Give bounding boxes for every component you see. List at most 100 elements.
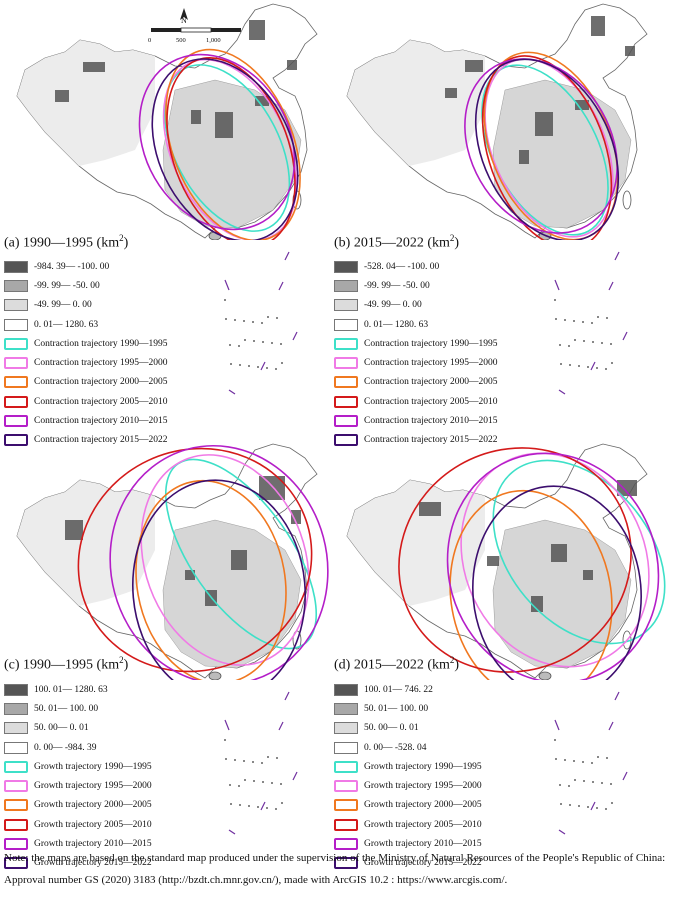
island-dot xyxy=(253,780,255,782)
legend-trajectory-label: Growth trajectory 1990—1995 xyxy=(34,761,152,772)
map-legend: 100. 01— 1280. 63 50. 01— 100. 00 50. 00— … xyxy=(4,680,152,873)
trajectory-ellipse-2 xyxy=(140,454,310,666)
legend-trajectory-row: Growth trajectory 2015—2022 xyxy=(4,854,152,873)
legend-trajectory-swatch xyxy=(4,434,28,447)
scale-tick-1000: 1,000 xyxy=(206,37,221,44)
island-dot xyxy=(573,320,575,322)
legend-trajectory-label: Contraction trajectory 2010—2015 xyxy=(34,416,168,427)
north-label: N xyxy=(181,16,187,25)
hainan-island xyxy=(208,671,222,680)
island-dot xyxy=(234,759,236,761)
legend-trajectory-swatch xyxy=(334,357,358,370)
legend-class-label: 50. 00— 0. 01 xyxy=(34,723,89,734)
eastern-region-shading xyxy=(162,519,302,669)
boundary-dash xyxy=(614,691,620,701)
legend-class-label: 50. 01— 100. 00 xyxy=(34,703,99,714)
legend-trajectory-swatch xyxy=(334,799,358,812)
legend-trajectory-label: Contraction trajectory 2005—2010 xyxy=(364,396,498,407)
island-dot xyxy=(261,762,263,764)
south-china-sea-inset xyxy=(224,251,298,395)
legend-trajectory-swatch xyxy=(4,857,28,870)
panel-title-close: ) xyxy=(454,235,460,251)
boundary-dash xyxy=(590,801,596,811)
high-change-patch xyxy=(625,46,635,56)
legend-class-row: 0. 00— -528. 04 xyxy=(334,738,482,757)
legend-fill-swatch xyxy=(334,299,358,312)
high-change-patch xyxy=(55,90,69,102)
trajectory-ellipse-5 xyxy=(109,444,329,680)
legend-trajectory-swatch xyxy=(334,780,358,793)
legend-trajectory-label: Growth trajectory 2000—2005 xyxy=(364,800,482,811)
island-dot xyxy=(238,785,240,787)
legend-class-label: 100. 01— 1280. 63 xyxy=(34,684,108,695)
panel-title: (d) 2015—2022 (km2) xyxy=(334,655,459,674)
taiwan-island xyxy=(622,190,632,210)
island-dot xyxy=(578,365,580,367)
panel-title: (b) 2015—2022 (km2) xyxy=(334,233,459,252)
china-map-panel-2 xyxy=(346,3,648,240)
legend-trajectory-swatch xyxy=(4,415,28,428)
island-dot xyxy=(257,806,259,808)
island-dot xyxy=(244,339,246,341)
island-dot xyxy=(591,762,593,764)
island-dot xyxy=(267,756,269,758)
high-change-patch xyxy=(445,88,457,98)
island-dot xyxy=(564,759,566,761)
legend-trajectory-swatch xyxy=(334,395,358,408)
legend-class-label: 50. 00— 0. 01 xyxy=(364,723,419,734)
island-dot xyxy=(555,758,557,760)
trajectory-ellipse-6 xyxy=(472,485,642,680)
legend-trajectory-label: Growth trajectory 2005—2010 xyxy=(34,819,152,830)
legend-trajectory-row: Contraction trajectory 2010—2015 xyxy=(4,411,168,430)
boundary-dash xyxy=(228,829,236,835)
island-dot xyxy=(592,781,594,783)
high-change-patch xyxy=(465,60,483,72)
legend-trajectory-label: Contraction trajectory 2015—2022 xyxy=(34,435,168,446)
legend-class-label: 50. 01— 100. 00 xyxy=(364,703,429,714)
map-legend: -984. 39— -100. 00 -99. 99— -50. 00 -49. 9… xyxy=(4,257,168,450)
island-dot xyxy=(224,739,226,741)
panel-title-superscript: 2 xyxy=(119,233,124,243)
legend-fill-swatch xyxy=(334,260,358,273)
panel-title: (c) 1990—1995 (km2) xyxy=(4,655,128,674)
island-dot xyxy=(555,318,557,320)
legend-trajectory-row: Contraction trajectory 2000—2005 xyxy=(334,373,498,392)
island-dot xyxy=(583,340,585,342)
legend-class-label: 0. 00— -984. 39 xyxy=(34,742,97,753)
boundary-dash xyxy=(292,771,298,781)
legend-trajectory-row: Contraction trajectory 2010—2015 xyxy=(334,411,498,430)
high-change-patch xyxy=(575,100,589,110)
island-dot xyxy=(564,319,566,321)
legend-fill-swatch xyxy=(334,722,358,735)
legend-fill-swatch xyxy=(334,702,358,715)
island-dot xyxy=(224,299,226,301)
high-change-patch xyxy=(551,544,567,562)
legend-trajectory-row: Growth trajectory 1990—1995 xyxy=(334,757,482,776)
island-dot xyxy=(569,364,571,366)
legend-fill-swatch xyxy=(334,279,358,292)
legend-trajectory-swatch xyxy=(4,337,28,350)
boundary-dash xyxy=(260,801,266,811)
south-china-sea-inset xyxy=(554,691,628,835)
china-map-panel-1 xyxy=(16,3,318,240)
legend-trajectory-label: Contraction trajectory 2010—2015 xyxy=(364,416,498,427)
legend-fill-swatch xyxy=(334,683,358,696)
legend-trajectory-swatch xyxy=(4,838,28,851)
trajectory-ellipse-5 xyxy=(138,53,296,231)
legend-trajectory-row: Growth trajectory 2000—2005 xyxy=(4,796,152,815)
boundary-dash xyxy=(228,389,236,395)
island-dot xyxy=(230,363,232,365)
panel-title-text: (d) 2015—2022 (km xyxy=(334,657,450,673)
legend-fill-swatch xyxy=(4,741,28,754)
western-region-shading xyxy=(17,40,155,166)
legend-trajectory-swatch xyxy=(4,780,28,793)
south-china-sea-inset xyxy=(224,691,298,835)
legend-trajectory-label: Growth trajectory 1990—1995 xyxy=(364,761,482,772)
legend-class-label: -99. 99— -50. 00 xyxy=(364,280,430,291)
island-dot xyxy=(578,805,580,807)
island-dot xyxy=(243,760,245,762)
island-dot xyxy=(239,364,241,366)
legend-trajectory-row: Contraction trajectory 2005—2010 xyxy=(334,392,498,411)
legend-class-row: 50. 00— 0. 01 xyxy=(334,719,482,738)
legend-trajectory-row: Growth trajectory 2005—2010 xyxy=(4,815,152,834)
